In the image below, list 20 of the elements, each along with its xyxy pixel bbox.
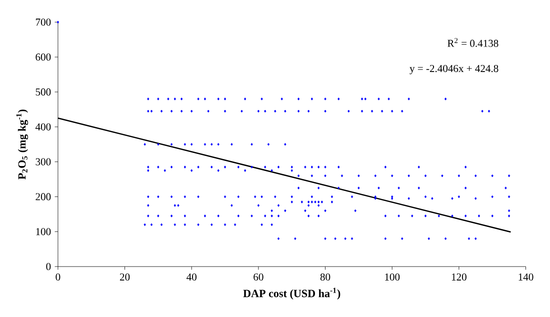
- y-tick-label: 400: [35, 123, 51, 130]
- x-tick-label: 140: [518, 273, 534, 280]
- y-tick-label: 700: [36, 18, 51, 26]
- x-tick-label: 120: [452, 273, 466, 280]
- x-tick-label: 60: [254, 273, 264, 280]
- x-tick-label: 100: [385, 273, 400, 280]
- x-tick-label: 40: [186, 273, 196, 280]
- x-tick-label: 20: [120, 273, 130, 280]
- y-tick-label: 100: [36, 228, 51, 236]
- y-tick-label: 300: [36, 158, 51, 166]
- y-tick-label: 0: [46, 262, 51, 270]
- annotation: R$^{2}$ = 0.4138: [448, 38, 498, 47]
- y-tick-label: 600: [36, 53, 51, 61]
- y-tick-label: 500: [36, 88, 51, 96]
- x-tick-label: 0: [56, 273, 60, 280]
- annotation: y = -2.4046x + 424.8: [410, 64, 498, 74]
- x-axis-title: DAP cost (USD ha$^{-1}$): [243, 288, 340, 300]
- y-tick-label: 200: [36, 193, 51, 200]
- y-axis-title: P$_{2}$O$_{5}$ (mg kg$^{-1}$): [16, 110, 28, 180]
- x-tick-label: 80: [320, 273, 330, 280]
